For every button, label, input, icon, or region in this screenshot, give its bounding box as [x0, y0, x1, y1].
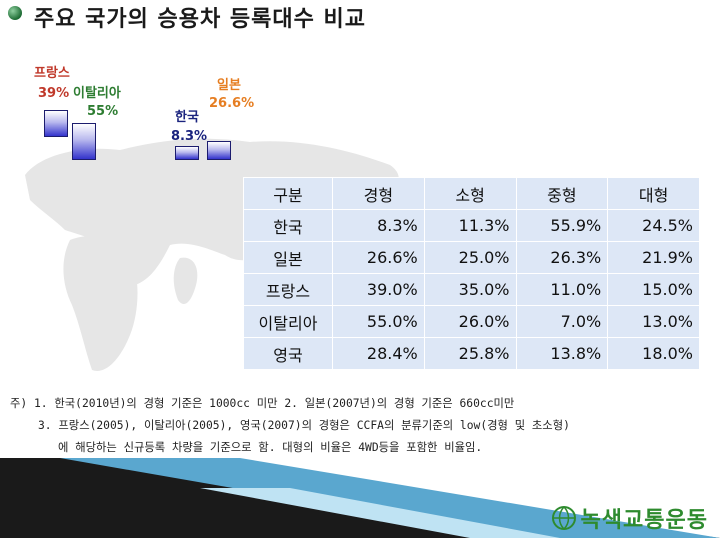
table-cell: 11.3%	[423, 209, 517, 242]
table-header-cell: 대형	[607, 177, 700, 210]
bar-korea	[175, 146, 199, 160]
vehicle-share-table: 구분 경형 소형 중형 대형 한국 8.3% 11.3% 55.9% 24.5%…	[243, 177, 700, 370]
table-cell: 15.0%	[607, 273, 700, 306]
table-row: 한국 8.3% 11.3% 55.9% 24.5%	[243, 209, 700, 242]
table-cell: 프랑스	[243, 273, 333, 306]
globe-logo-icon	[551, 506, 576, 530]
table-cell: 55.9%	[515, 209, 609, 242]
table-cell: 26.3%	[515, 241, 609, 274]
table-cell: 21.9%	[607, 241, 700, 274]
label-korea-value: 8.3%	[171, 129, 208, 144]
table-row: 프랑스 39.0% 35.0% 11.0% 15.0%	[243, 273, 700, 306]
table-cell: 일본	[243, 241, 333, 274]
bar-italy	[72, 122, 96, 160]
label-korea-name: 한국	[175, 110, 199, 125]
table-cell: 26.0%	[423, 305, 517, 338]
label-japan-value: 26.6%	[209, 96, 255, 111]
label-japan-name: 일본	[217, 78, 241, 93]
table-cell: 영국	[243, 337, 333, 370]
label-france-value: 39%	[38, 86, 70, 101]
page-title: 주요 국가의 승용차 등록대수 비교	[34, 7, 366, 32]
footnote-line-1: 주) 1. 한국(2010년)의 경형 기준은 1000cc 미만 2. 일본(…	[10, 397, 515, 410]
table-cell: 11.0%	[515, 273, 609, 306]
table-cell: 25.0%	[423, 241, 517, 274]
table-row: 이탈리아 55.0% 26.0% 7.0% 13.0%	[243, 305, 700, 338]
title-bullet-icon	[8, 6, 22, 20]
table-cell: 28.4%	[332, 337, 425, 370]
label-italy-value: 55%	[87, 104, 119, 119]
bar-japan	[207, 140, 231, 160]
logo-text: 녹색교통운동	[580, 508, 708, 533]
table-header-cell: 경형	[332, 177, 425, 210]
table-cell: 13.0%	[607, 305, 700, 338]
table-row: 일본 26.6% 25.0% 26.3% 21.9%	[243, 241, 700, 274]
table-header-cell: 구분	[243, 177, 333, 210]
table-cell: 26.6%	[332, 241, 425, 274]
label-italy-name: 이탈리아	[73, 86, 121, 101]
footnote-line-3: 에 해당하는 신규등록 차량을 기준으로 함. 대형의 비율은 4WD등을 포함…	[58, 441, 483, 454]
table-cell: 35.0%	[423, 273, 517, 306]
table-cell: 18.0%	[607, 337, 700, 370]
logo: 녹색교통운동	[551, 502, 708, 534]
table-cell: 7.0%	[515, 305, 609, 338]
table-row: 영국 28.4% 25.8% 13.8% 18.0%	[243, 337, 700, 370]
table-cell: 25.8%	[423, 337, 517, 370]
table-header-cell: 소형	[423, 177, 517, 210]
table-cell: 13.8%	[515, 337, 609, 370]
table-cell: 한국	[243, 209, 333, 242]
table-header-row: 구분 경형 소형 중형 대형	[243, 177, 700, 210]
table-cell: 이탈리아	[243, 305, 333, 338]
table-cell: 39.0%	[332, 273, 425, 306]
footnote-line-2: 3. 프랑스(2005), 이탈리아(2005), 영국(2007)의 경형은 …	[38, 419, 570, 432]
table-cell: 55.0%	[332, 305, 425, 338]
table-cell: 24.5%	[607, 209, 700, 242]
bar-france	[44, 110, 68, 137]
table-cell: 8.3%	[332, 209, 425, 242]
table-header-cell: 중형	[515, 177, 609, 210]
label-france-name: 프랑스	[34, 66, 70, 81]
